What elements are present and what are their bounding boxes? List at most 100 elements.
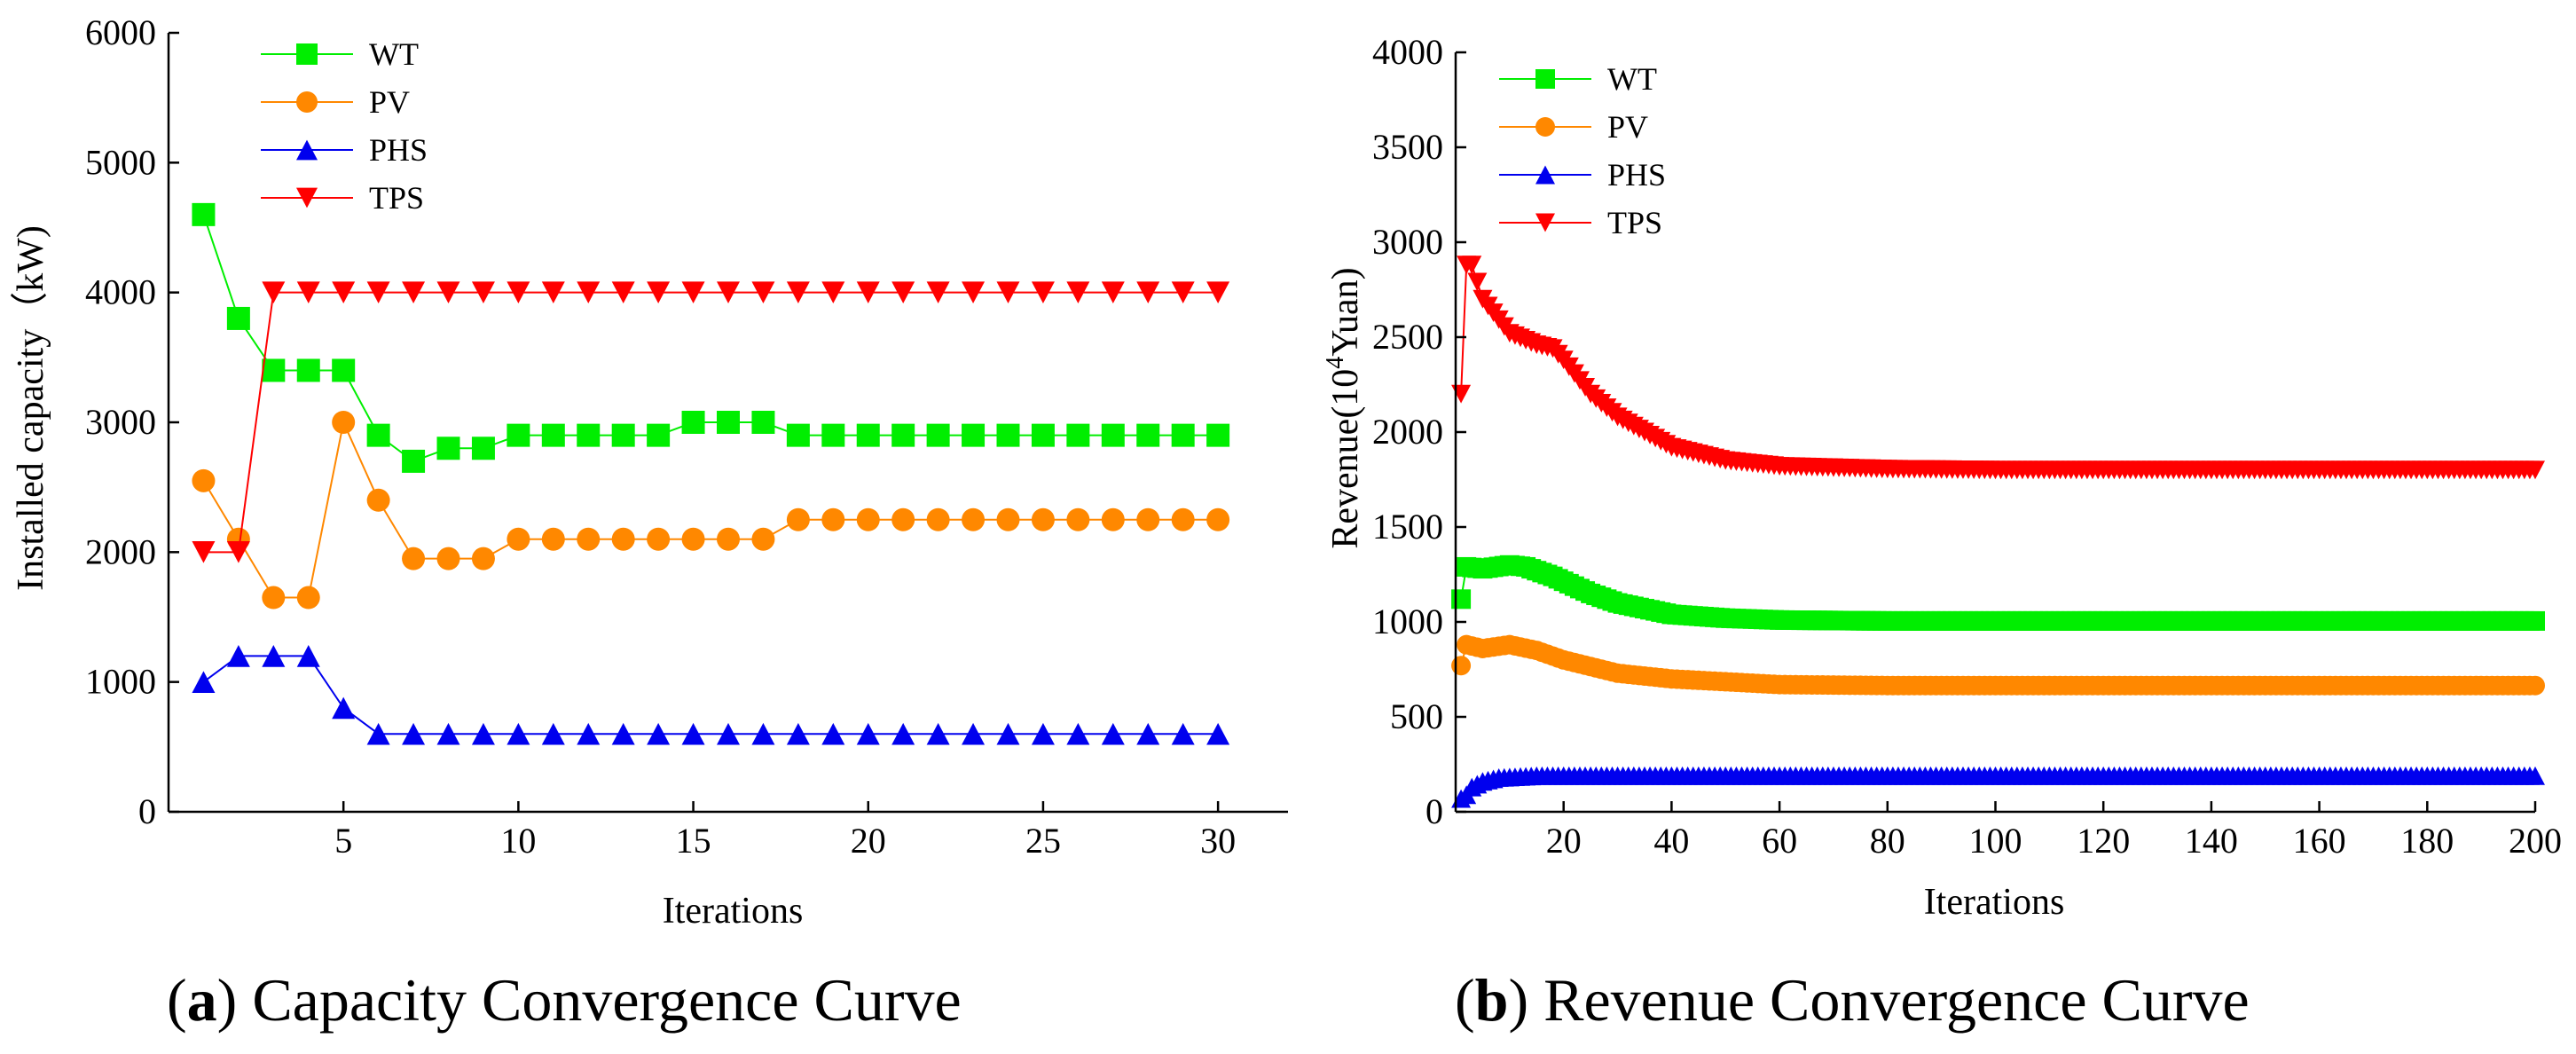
- data-point-phs: [647, 722, 671, 745]
- y-tick-label: 3500: [1372, 127, 1443, 167]
- data-point-phs: [507, 722, 530, 745]
- legend-item-pv: PV: [261, 84, 410, 120]
- data-point-pv: [541, 527, 565, 551]
- data-point-wt: [1136, 423, 1160, 447]
- data-point-tps: [1451, 384, 1472, 404]
- data-point-wt: [751, 411, 775, 434]
- series-line-phs: [202, 655, 1219, 735]
- data-point-phs: [402, 722, 426, 745]
- data-point-phs: [332, 696, 356, 720]
- data-point-phs: [1101, 722, 1125, 745]
- data-point-tps: [262, 281, 286, 304]
- x-tick-label: 80: [1870, 821, 1905, 861]
- data-point-wt: [786, 423, 810, 447]
- data-point-tps: [507, 281, 530, 304]
- x-tick-label: 160: [2293, 821, 2346, 861]
- legend-item-wt: WT: [261, 36, 419, 72]
- data-point-phs: [821, 722, 845, 745]
- x-tick-label: 60: [1762, 821, 1797, 861]
- data-point-tps: [226, 540, 250, 563]
- y-tick-label: 5000: [85, 142, 156, 182]
- data-point-pv: [926, 507, 950, 531]
- data-point-pv: [366, 488, 390, 512]
- data-point-pv: [577, 527, 601, 551]
- data-point-tps: [1101, 281, 1125, 304]
- data-point-pv: [647, 527, 671, 551]
- data-point-wt: [1451, 589, 1472, 610]
- legend-item-wt: WT: [1499, 61, 1657, 97]
- data-point-phs: [471, 722, 495, 745]
- data-point-tps: [296, 281, 320, 304]
- y-tick-label: 1000: [1372, 602, 1443, 641]
- legend-label: PV: [1607, 109, 1648, 145]
- data-point-wt: [891, 423, 915, 447]
- legend-marker: [296, 91, 318, 113]
- x-tick-label: 10: [500, 821, 536, 861]
- y-tick-label: 2000: [85, 531, 156, 571]
- y-tick-label: 4000: [1372, 32, 1443, 72]
- data-point-phs: [856, 722, 880, 745]
- y-tick-label: 3000: [1372, 222, 1443, 262]
- legend-label: WT: [1607, 61, 1657, 97]
- data-point-pv: [891, 507, 915, 531]
- data-point-wt: [2525, 610, 2545, 631]
- data-point-tps: [751, 281, 775, 304]
- data-point-pv: [821, 507, 845, 531]
- x-tick-label: 5: [334, 821, 352, 861]
- data-point-phs: [226, 645, 250, 667]
- x-tick-label: 40: [1653, 821, 1689, 861]
- y-tick-label: 4000: [85, 272, 156, 312]
- data-point-tps: [926, 281, 950, 304]
- data-point-wt: [681, 411, 705, 434]
- data-point-wt: [1101, 423, 1125, 447]
- data-point-phs: [262, 645, 286, 667]
- data-point-pv: [786, 507, 810, 531]
- data-point-phs: [1206, 722, 1230, 745]
- data-point-tps: [577, 281, 601, 304]
- series-tps: [192, 281, 1230, 563]
- series-wt: [192, 202, 1230, 473]
- data-point-tps: [436, 281, 460, 304]
- legend-item-tps: TPS: [261, 180, 424, 216]
- data-point-wt: [296, 358, 320, 382]
- data-point-tps: [1031, 281, 1055, 304]
- y-tick-label: 0: [1425, 791, 1443, 831]
- x-tick-label: 180: [2400, 821, 2454, 861]
- revenue-chart: 0 500 1000 1500 2000 2500 3000 3500 4000 20 40 60 80…: [1322, 32, 2562, 1034]
- series-wt: [1451, 555, 2545, 631]
- data-point-phs: [541, 722, 565, 745]
- y-tick-label: 2000: [1372, 412, 1443, 452]
- legend-marker: [296, 187, 318, 208]
- data-point-pv: [611, 527, 635, 551]
- series-tps: [1451, 256, 2545, 480]
- data-point-pv: [1031, 507, 1055, 531]
- data-point-phs: [1066, 722, 1090, 745]
- data-point-tps: [1462, 256, 1482, 275]
- legend-label: PHS: [369, 132, 428, 168]
- data-point-phs: [786, 722, 810, 745]
- data-point-phs: [681, 722, 705, 745]
- data-point-wt: [192, 202, 216, 226]
- x-tick-label: 20: [1546, 821, 1582, 861]
- legend-marker: [1535, 69, 1555, 89]
- data-point-phs: [2525, 766, 2545, 785]
- data-point-phs: [891, 722, 915, 745]
- data-point-tps: [891, 281, 915, 304]
- data-point-phs: [611, 722, 635, 745]
- x-tick-label: 200: [2509, 821, 2562, 861]
- series-pv: [1451, 634, 2545, 696]
- legend-item-phs: PHS: [261, 132, 428, 168]
- data-point-pv: [717, 527, 740, 551]
- legend-marker: [1535, 117, 1555, 137]
- data-point-wt: [1066, 423, 1090, 447]
- legend-label: WT: [369, 36, 419, 72]
- legend-label: TPS: [1607, 205, 1662, 240]
- data-point-tps: [541, 281, 565, 304]
- series-phs: [1451, 766, 2545, 808]
- data-point-phs: [996, 722, 1020, 745]
- legend-item-tps: TPS: [1499, 205, 1662, 240]
- data-point-wt: [962, 423, 986, 447]
- y-tick-label: 2500: [1372, 317, 1443, 357]
- data-point-tps: [1171, 281, 1195, 304]
- data-point-wt: [996, 423, 1020, 447]
